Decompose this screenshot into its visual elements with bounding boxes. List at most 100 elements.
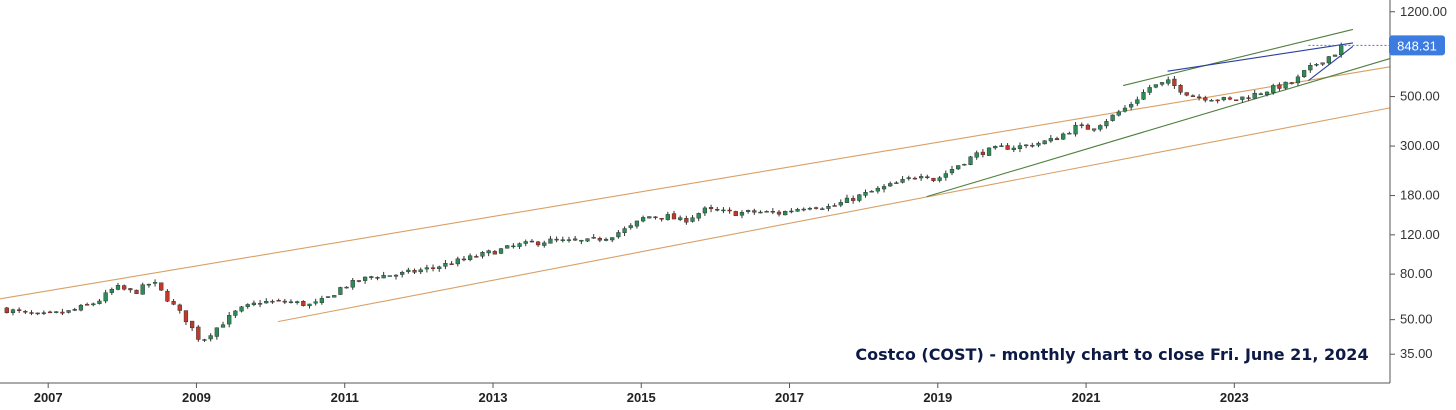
candle-down [1227,97,1233,100]
candle-up [498,248,504,254]
candle-down [122,285,127,290]
candle-up [362,276,368,281]
candle-down [190,320,195,329]
candle-up [603,238,609,241]
candle-down [1184,92,1189,96]
candle-down [832,205,837,207]
candle-up [647,216,652,219]
candle-up [999,145,1004,147]
candle-up [486,250,491,254]
candle-up [579,240,584,242]
candle-down [4,307,9,314]
candle-down [980,151,985,155]
candle-down [770,211,775,213]
candle-up [140,284,145,295]
candle-down [1277,84,1282,89]
candle-down [177,304,182,311]
candle-up [610,237,615,241]
x-tick-label: 2019 [923,390,952,405]
trend-line-wedge [1167,42,1354,72]
candle-down [789,210,794,213]
candle-up [91,303,96,306]
candle-up [1308,65,1313,71]
candle-down [1203,97,1208,101]
candle-up [968,156,973,165]
candle-up [227,315,232,325]
candle-up [943,173,948,178]
candle-up [721,209,726,212]
candle-up [1314,64,1319,66]
candle-up [1264,91,1270,95]
candle-up [344,286,349,289]
candle-down [1030,144,1035,147]
candle-down [529,240,535,243]
last-price-badge [1389,35,1445,56]
y-tick-label: 50.00 [1400,312,1433,327]
candle-up [406,269,411,272]
candle-up [1240,96,1245,100]
candle-down [134,289,139,294]
candle-down [1054,138,1060,141]
candle-up [857,194,862,201]
candle-up [115,285,121,290]
y-tick-label: 35.00 [1400,346,1433,361]
candle-down [1079,124,1084,127]
candle-up [72,309,77,311]
candle-up [616,232,621,238]
candle-down [776,211,782,215]
x-tick-label: 2017 [775,390,804,405]
candle-up [393,274,399,277]
trend-line-channel-lower [277,107,1391,323]
candle-down [412,269,417,273]
candle-up [1036,142,1041,146]
candle-up [523,241,528,244]
candle-down [715,209,720,211]
candle-up [338,287,343,295]
candle-down [171,301,176,305]
candle-up [801,208,806,211]
candle-down [535,241,541,246]
candle-down [1178,85,1183,93]
candle-up [1129,104,1134,108]
candle-up [97,300,102,304]
candle-up [863,192,868,196]
candle-up [41,312,46,314]
candle-up [1104,121,1109,127]
candle-up [542,242,547,246]
candle-up [585,238,590,242]
candle-down [17,309,22,311]
candle-up [906,177,911,179]
candle-up [214,327,219,337]
candle-down [1246,97,1251,99]
candle-up [640,217,646,222]
candle-up [517,243,522,247]
candle-up [381,275,386,279]
candle-down [1190,95,1196,97]
candle-down [128,288,133,291]
candle-up [634,220,640,227]
candle-up [1042,140,1047,145]
candle-up [1295,76,1301,84]
candle-up [690,217,695,222]
candle-up [270,300,275,303]
candle-down [708,207,714,210]
x-tick-label: 2015 [627,390,656,405]
candle-down [931,177,936,181]
candle-up [1209,100,1214,102]
candle-up [350,280,355,288]
candle-up [78,304,84,311]
candle-down [47,311,53,314]
candle-up [1159,82,1165,85]
candle-up [566,239,572,241]
candle-up [1339,45,1344,56]
candle-up [807,208,813,210]
candle-up [1011,147,1016,150]
candle-up [844,197,850,203]
candle-up [838,202,843,206]
x-tick-label: 2013 [479,390,508,405]
candle-down [653,216,658,219]
candle-up [702,207,707,214]
candle-up [665,214,670,220]
candle-up [900,179,905,183]
candle-up [1326,56,1331,64]
